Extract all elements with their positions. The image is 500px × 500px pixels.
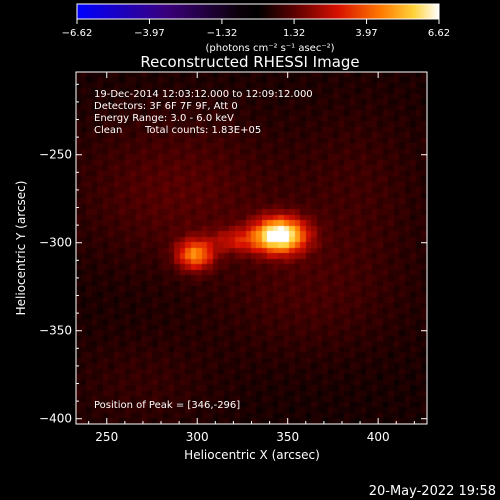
colorbar-tick-label: −3.97 bbox=[134, 28, 165, 39]
x-axis-title: Heliocentric X (arcsec) bbox=[184, 448, 320, 462]
y-axis-title: Heliocentric Y (arcsec) bbox=[14, 181, 28, 316]
colorbar-tick-label: −1.32 bbox=[207, 28, 238, 39]
y-tick-label: −350 bbox=[39, 324, 72, 338]
peak-position-text: Position of Peak = [346,-296] bbox=[94, 400, 240, 411]
axis-ticks: 250 300 350 400 −250 −300 −350 −400 bbox=[39, 72, 427, 444]
x-tick-label: 400 bbox=[367, 430, 390, 444]
energy-range-text: Energy Range: 3.0 - 6.0 keV bbox=[94, 113, 234, 124]
colorbar-tick-label: 1.32 bbox=[283, 28, 305, 39]
y-tick-label: −400 bbox=[39, 412, 72, 426]
algorithm-text: Clean bbox=[94, 125, 122, 136]
time-range-text: 19-Dec-2014 12:03:12.000 to 12:09:12.000 bbox=[94, 89, 313, 100]
colorbar-gradient bbox=[77, 4, 439, 19]
colorbar-tick-label: 6.62 bbox=[428, 28, 450, 39]
timestamp: 20-May-2022 19:58 bbox=[369, 484, 496, 499]
colorbar-tick-label: −6.62 bbox=[62, 28, 93, 39]
chart-title: Reconstructed RHESSI Image bbox=[140, 53, 359, 71]
colorbar-frame bbox=[76, 3, 440, 20]
y-tick-label: −250 bbox=[39, 148, 72, 162]
total-counts-text: Total counts: 1.83E+05 bbox=[144, 125, 261, 136]
colorbar: −6.62 −3.97 −1.32 1.32 3.97 6.62 (photons cm⁻… bbox=[62, 3, 450, 54]
x-tick-label: 350 bbox=[276, 430, 299, 444]
colorbar-ticks: −6.62 −3.97 −1.32 1.32 3.97 6.62 bbox=[62, 19, 450, 39]
detectors-text: Detectors: 3F 6F 7F 9F, Att 0 bbox=[94, 101, 238, 112]
heatmap-image bbox=[76, 72, 427, 424]
colorbar-units: (photons cm⁻² s⁻¹ asec⁻²) bbox=[205, 43, 334, 54]
colorbar-tick-label: 3.97 bbox=[355, 28, 377, 39]
info-annotations: 19-Dec-2014 12:03:12.000 to 12:09:12.000… bbox=[94, 89, 313, 411]
x-tick-label: 300 bbox=[186, 430, 209, 444]
x-tick-label: 250 bbox=[95, 430, 118, 444]
y-tick-label: −300 bbox=[39, 236, 72, 250]
plot-area: 250 300 350 400 −250 −300 −350 −400 bbox=[39, 71, 428, 444]
